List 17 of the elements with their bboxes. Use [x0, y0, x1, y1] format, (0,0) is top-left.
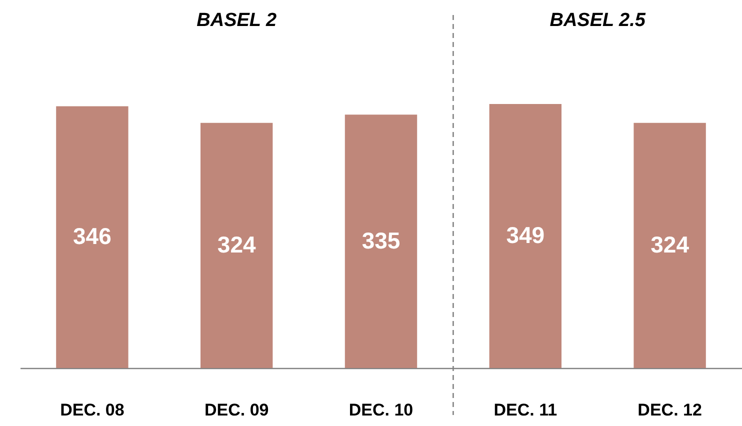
bar — [344, 114, 418, 368]
data-label: 324 — [650, 231, 690, 258]
data-label: 346 — [73, 223, 112, 250]
text: BASEL 2.5 — [550, 10, 646, 31]
data-label: 324 — [217, 231, 256, 258]
x-tick-label: DEC. 08 — [60, 400, 124, 420]
x-tick-label: DEC. 10 — [348, 400, 414, 420]
x-tick-label: DEC. 12 — [638, 400, 702, 420]
bar — [200, 122, 273, 368]
data-label: 349 — [506, 222, 545, 248]
bar — [56, 106, 128, 368]
data-label: 335 — [362, 227, 400, 254]
x-tick-label: DEC. 09 — [204, 400, 269, 420]
bar — [634, 122, 706, 368]
text: BASEL 2 — [196, 10, 277, 31]
bar — [489, 104, 562, 368]
x-tick-label: DEC. 11 — [494, 400, 558, 420]
